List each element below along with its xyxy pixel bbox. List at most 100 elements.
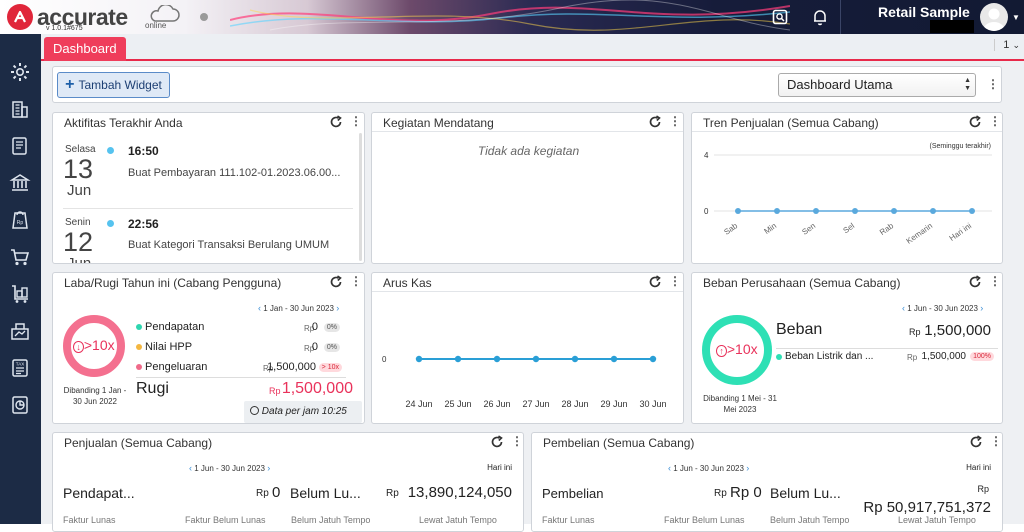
- data-point: [571, 355, 579, 363]
- shopping-cart-icon[interactable]: [8, 245, 32, 269]
- more-options-icon[interactable]: ⋮: [350, 274, 362, 288]
- refresh-icon[interactable]: [329, 275, 343, 289]
- expense-ring-label: >10x: [726, 341, 758, 357]
- bank-icon[interactable]: [8, 171, 32, 195]
- refresh-icon[interactable]: [490, 435, 504, 449]
- tab-bar: Dashboard 1 ⌄: [41, 34, 1024, 61]
- legend-dot: [136, 324, 142, 330]
- purchase-unpaid-label: Belum Lu...: [770, 485, 841, 501]
- more-options-icon[interactable]: ⋮: [989, 114, 1001, 128]
- more-options-icon[interactable]: ⋮: [669, 274, 681, 288]
- analytics-icon[interactable]: [8, 393, 32, 417]
- tax-document-icon[interactable]: TAX: [8, 356, 32, 380]
- date-range-picker[interactable]: ‹ 1 Jun - 30 Jun 2023 ›: [668, 463, 749, 473]
- change-badge: 0%: [323, 343, 340, 352]
- chevron-right-icon[interactable]: ›: [336, 303, 340, 313]
- bell-icon[interactable]: [810, 7, 830, 27]
- list-item[interactable]: Selasa 13 Jun 16:50 Buat Pembayaran 111.…: [53, 139, 353, 207]
- timeline-dot: [107, 147, 114, 154]
- cloud-icon: [150, 5, 180, 22]
- dashboard-select[interactable]: Dashboard Utama ▲ ▼: [778, 73, 976, 97]
- more-options-icon[interactable]: ⋮: [987, 77, 999, 91]
- data-point: [649, 355, 657, 363]
- refresh-icon[interactable]: [648, 275, 662, 289]
- inventory-cart-icon[interactable]: [8, 282, 32, 306]
- refresh-icon[interactable]: [648, 115, 662, 129]
- tab-dashboard[interactable]: Dashboard: [44, 37, 126, 61]
- header-wave-decoration: [230, 0, 790, 31]
- list-item[interactable]: Senin 12 Jun 22:56 Buat Kategori Transak…: [53, 211, 353, 263]
- refresh-icon[interactable]: [968, 275, 982, 289]
- widget-profit-loss: Laba/Rugi Tahun ini (Cabang Pengguna) ⋮ …: [52, 272, 365, 424]
- refresh-icon[interactable]: [969, 435, 983, 449]
- x-tick-label: 28 Jun: [561, 399, 588, 409]
- currency-label: Rp: [977, 484, 989, 494]
- widget-title: Arus Kas: [383, 276, 432, 290]
- more-options-icon[interactable]: ⋮: [669, 114, 681, 128]
- building-icon[interactable]: [8, 97, 32, 121]
- today-filter[interactable]: Hari ini: [966, 463, 991, 472]
- chevron-left-icon[interactable]: ‹: [668, 463, 671, 473]
- header-divider: [840, 0, 841, 34]
- chevron-left-icon[interactable]: ‹: [258, 303, 261, 313]
- open-tab-count-dropdown[interactable]: 1 ⌄: [994, 39, 1020, 51]
- date-range: 1 Jun - 30 Jun 2023: [907, 304, 978, 313]
- add-widget-button[interactable]: + Tambah Widget: [57, 72, 170, 98]
- more-options-icon[interactable]: ⋮: [989, 274, 1001, 288]
- widget-title: Pembelian (Semua Cabang): [543, 436, 695, 450]
- open-tab-count: 1: [1003, 39, 1010, 51]
- user-name[interactable]: Retail Sample: [878, 4, 970, 20]
- purchase-label: Pembelian: [542, 486, 604, 501]
- result-value: 1,500,000: [281, 380, 353, 397]
- currency-label: Rp: [909, 327, 921, 337]
- chevron-right-icon[interactable]: ›: [267, 463, 271, 473]
- document-search-icon[interactable]: [770, 7, 790, 27]
- timestamp-text: Data per jam 10:25: [261, 406, 347, 417]
- more-options-icon[interactable]: ⋮: [350, 114, 362, 128]
- price-tag-icon[interactable]: Rp: [8, 208, 32, 232]
- currency-label: Rp: [907, 353, 918, 362]
- sub-label: Faktur Lunas: [63, 515, 116, 525]
- timeline-dot: [107, 220, 114, 227]
- dashboard-select-value: Dashboard Utama: [787, 77, 893, 92]
- chevron-left-icon[interactable]: ‹: [189, 463, 192, 473]
- chevron-left-icon[interactable]: ‹: [902, 303, 905, 313]
- data-point: [610, 355, 618, 363]
- chevron-right-icon[interactable]: ›: [980, 303, 984, 313]
- chevron-right-icon[interactable]: ›: [746, 463, 750, 473]
- sub-label: Faktur Lunas: [542, 515, 595, 525]
- today-filter[interactable]: Hari ini: [487, 463, 512, 472]
- date-range-picker[interactable]: ‹ 1 Jun - 30 Jun 2023 ›: [902, 303, 983, 313]
- sub-label: Belum Jatuh Tempo: [291, 515, 371, 525]
- chevron-down-icon[interactable]: ▼: [1012, 13, 1020, 22]
- date-range-picker[interactable]: ‹ 1 Jun - 30 Jun 2023 ›: [189, 463, 270, 473]
- widget-title: Kegiatan Mendatang: [383, 116, 494, 130]
- sub-label: Faktur Belum Lunas: [664, 515, 745, 525]
- gear-icon[interactable]: [8, 60, 32, 84]
- avatar[interactable]: [980, 3, 1008, 31]
- data-point: [930, 208, 936, 214]
- redacted-user-info: [930, 20, 974, 33]
- sub-label: Faktur Belum Lunas: [185, 515, 266, 525]
- date-range-picker[interactable]: ‹ 1 Jan - 30 Jun 2023 ›: [258, 303, 339, 313]
- refresh-icon[interactable]: [968, 115, 982, 129]
- row-label: Nilai HPP: [145, 341, 193, 353]
- more-options-icon[interactable]: ⋮: [511, 434, 523, 448]
- x-tick-label: 29 Jun: [600, 399, 627, 409]
- y-tick-label: 4: [704, 151, 709, 160]
- sidebar: Rp TAX: [0, 34, 41, 524]
- data-timestamp: Data per jam 10:25: [244, 401, 362, 423]
- refresh-icon[interactable]: [329, 115, 343, 129]
- expense-ring-chart: [702, 315, 772, 385]
- report-building-icon[interactable]: [8, 319, 32, 343]
- result-label: Rugi: [136, 380, 169, 397]
- ledger-book-icon[interactable]: [8, 134, 32, 158]
- data-point: [735, 208, 741, 214]
- scrollbar[interactable]: [359, 133, 362, 261]
- divider: [692, 131, 1002, 132]
- widget-company-expenses: Beban Perusahaan (Semua Cabang) ⋮ ‹ 1 Ju…: [691, 272, 1003, 424]
- more-options-icon[interactable]: ⋮: [990, 434, 1002, 448]
- divider: [63, 208, 353, 209]
- x-tick-label: Kemarin: [905, 221, 935, 245]
- app-logo[interactable]: accurate online: [7, 4, 180, 30]
